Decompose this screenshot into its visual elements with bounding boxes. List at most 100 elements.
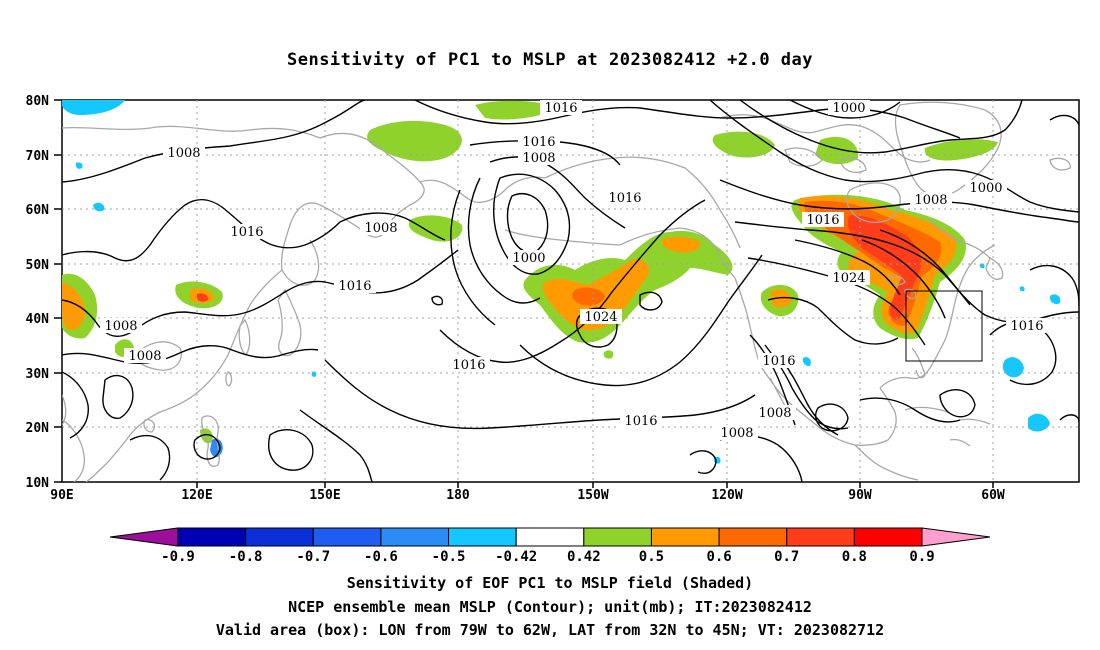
contour-45 [431,295,444,306]
contour-label: 1016 [334,278,376,294]
contour-46 [1059,414,1079,423]
lat-label: 10N [26,476,50,491]
colorbar-swatch [448,527,517,547]
footer-shaded-caption: Sensitivity of EOF PC1 to MSLP field (Sh… [346,574,754,592]
coast-china [107,269,283,463]
contour-29 [794,239,901,296]
coast-japan [277,288,302,357]
footer-valid-area-caption: Valid area (box): LON from 79W to 62W, L… [215,621,885,639]
coast-greenland [894,101,1002,197]
colorbar-label: 0.5 [639,549,664,565]
shade-negative-10 [979,263,985,269]
coast-east-us [944,244,996,341]
contour-label: 1024 [580,309,622,325]
colorbar-swatch [583,527,652,547]
svg-text:1008: 1008 [758,406,791,421]
contour-label: 1008 [518,150,560,166]
contour-label: 1016 [448,357,490,373]
lat-label: 40N [26,312,50,327]
coast-mexico [819,387,897,446]
contour-21 [129,434,171,481]
coast-alaska [544,156,741,249]
coast-sea-inland [134,341,182,371]
valid-area-box [905,290,983,362]
contour-17 [268,429,314,471]
svg-text:1008: 1008 [522,151,555,166]
shade-positive-arctic [367,120,462,162]
lat-label: 80N [26,94,50,109]
contour-43 [639,291,663,311]
svg-text:1016: 1016 [624,414,657,429]
contour-label: 1016 [226,224,268,240]
coast-labrador [929,219,991,259]
shade-positive-arctic-2 [475,100,560,120]
contour-label: 1016 [604,190,646,206]
coast-gulf [879,339,946,389]
svg-text:1000: 1000 [969,181,1002,196]
contour-label: 1024 [828,270,870,286]
svg-text:1008: 1008 [364,221,397,236]
colorbar-label: -0.6 [364,549,398,565]
coast-indochina [62,419,109,482]
contour-14 [575,307,618,348]
coast-aleutians [504,229,621,246]
contour-label: 1008 [910,192,952,208]
lon-label: 120E [181,488,212,503]
shade-orange-pacific-2 [661,236,701,253]
contour-24 [789,100,901,119]
contour-10 [467,177,541,304]
contour-label: 1008 [360,220,402,236]
contour-8 [493,173,571,275]
lat-label: 60N [26,203,50,218]
contour-label: 1016 [1006,318,1048,334]
shade-red-china [197,293,209,302]
colorbar-label: 0.8 [842,549,867,565]
contour-13 [519,254,763,387]
contour-5 [414,100,961,139]
svg-text:1008: 1008 [104,319,137,334]
shade-darkorange-pac [572,287,605,306]
contour-label: 1016 [758,353,800,369]
svg-text:1024: 1024 [584,310,617,325]
colorbar-label: 0.7 [774,549,799,565]
lat-label: 50N [26,258,50,273]
contour-2 [62,198,341,262]
colorbar-label: -0.9 [161,549,195,565]
shade-positive-greenland [924,139,998,161]
coast-iceland [1049,157,1071,171]
shade-positive-arctic-ca [815,136,859,165]
contour-16 [299,409,373,482]
contour-19 [62,371,89,439]
svg-text:1000: 1000 [512,251,545,266]
lat-ticks [54,99,62,483]
colorbar-swatch [515,527,585,547]
coast-siberia [62,125,425,271]
svg-text:1016: 1016 [338,279,371,294]
contour-label: 1016 [620,413,662,429]
svg-text:1008: 1008 [720,426,753,441]
lon-label: 150W [577,488,608,503]
svg-text:1024: 1024 [832,271,865,286]
svg-text:1016: 1016 [1010,319,1043,334]
coast-arctic-islands-2 [784,147,867,173]
contour-label: 1016 [518,134,560,150]
contour-22 [709,100,1079,213]
contour-label: 1000 [828,100,870,116]
lat-label: 30N [26,367,50,382]
colorbar-swatch [786,527,855,547]
colorbar-swatch [718,527,788,547]
lat-label: 20N [26,421,50,436]
contour-label: 1016 [802,212,844,228]
contour-20 [102,374,134,419]
contour-label: 1008 [124,348,166,364]
svg-text:1016: 1016 [452,358,485,373]
contour-23 [739,100,1023,154]
contour-11 [450,189,496,326]
footer-contour-caption: NCEP ensemble mean MSLP (Contour); unit(… [288,598,812,616]
contour-37 [939,389,976,418]
colorbar-swatch [245,527,314,547]
shade-negative-5 [1002,357,1024,378]
contour-label: 1008 [716,425,758,441]
contour-label: 1000 [508,250,550,266]
